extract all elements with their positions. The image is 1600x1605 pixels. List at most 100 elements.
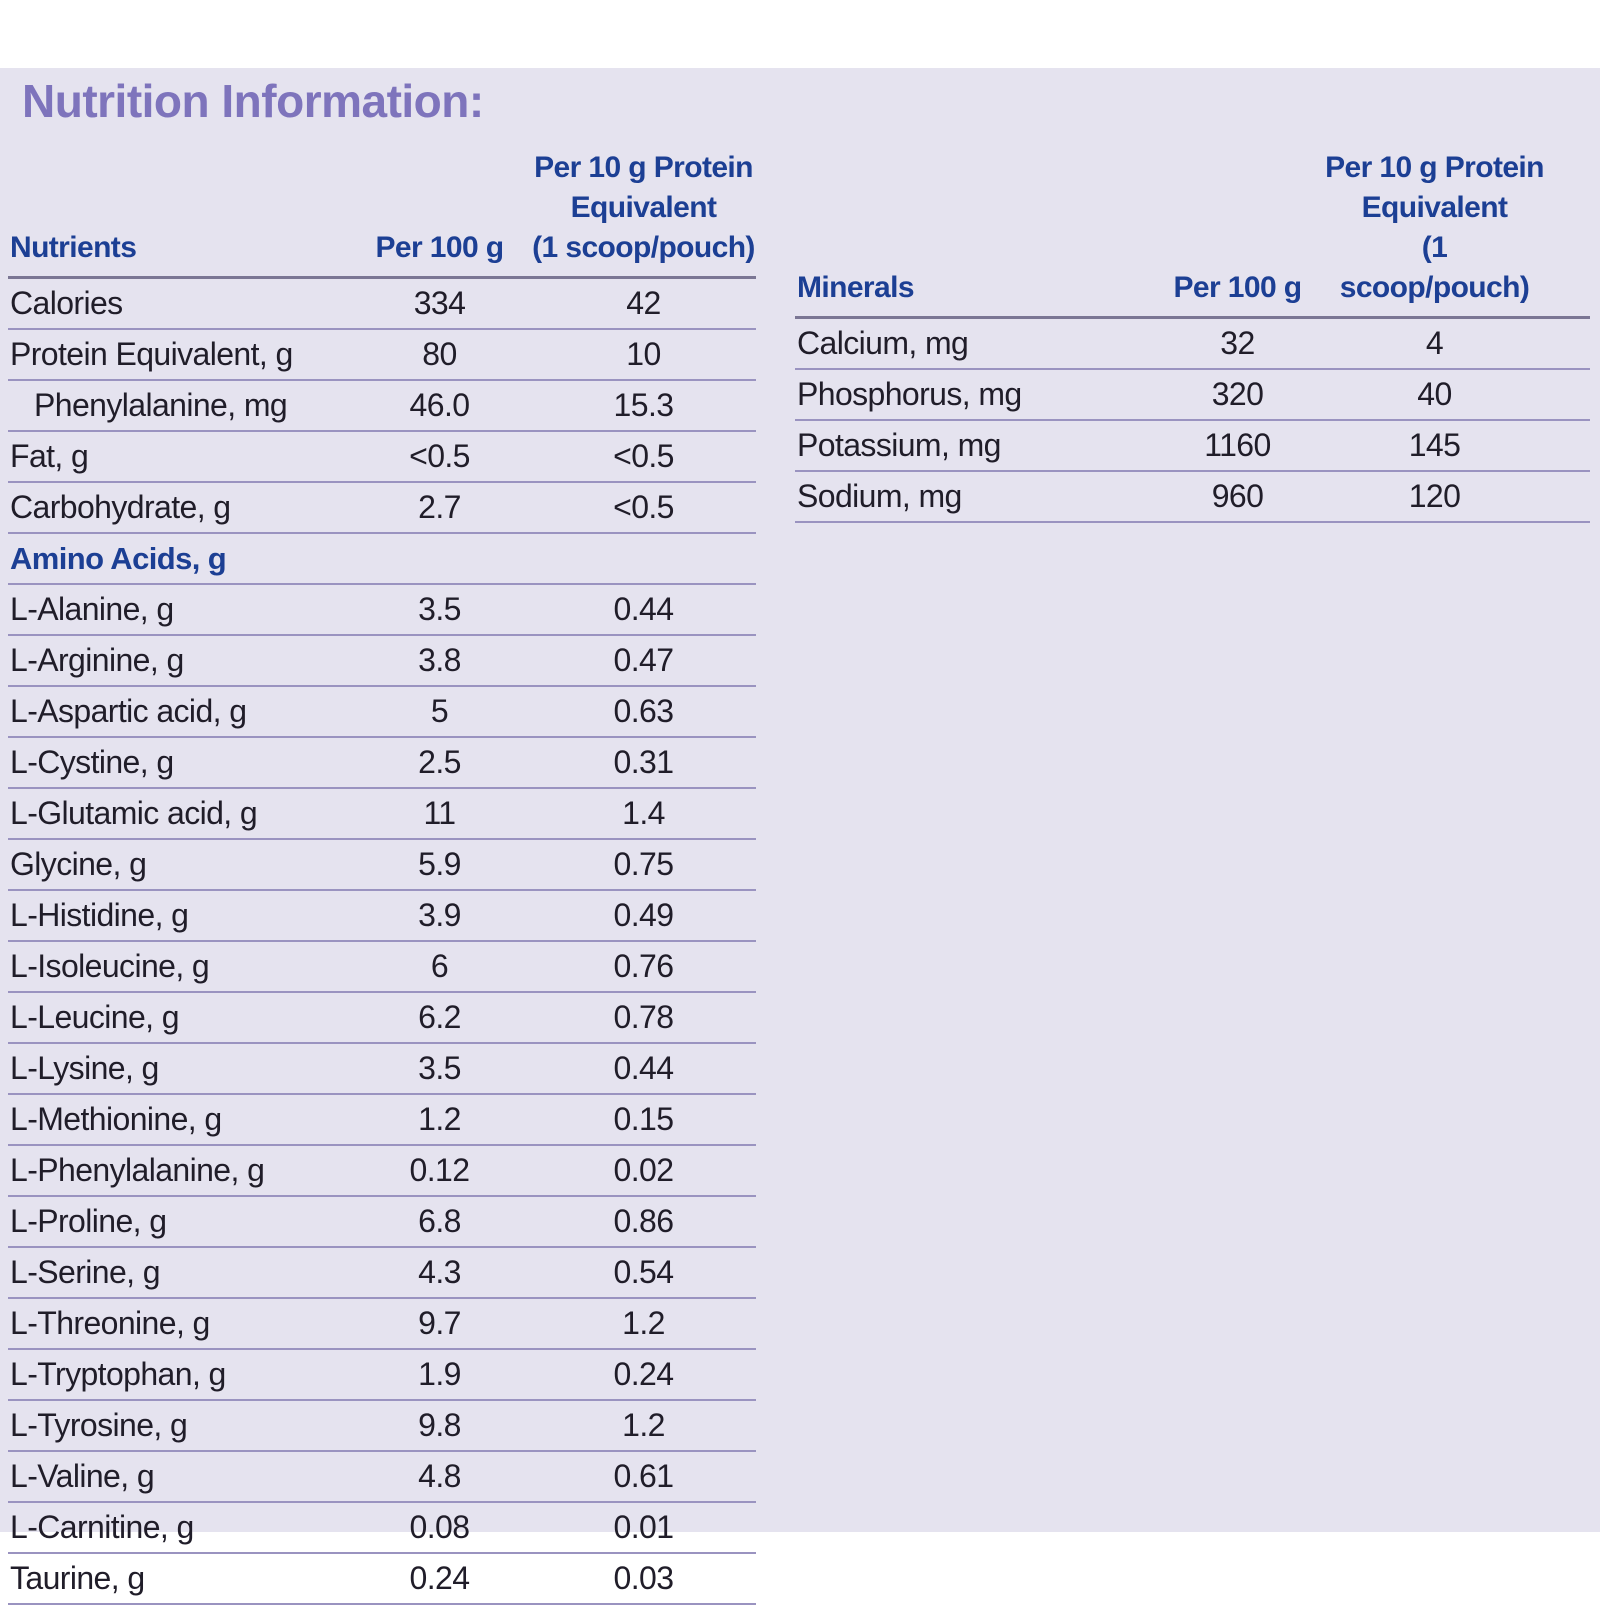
per-100g-value: 320 [1150,369,1325,421]
table-row: Phenylalanine, mg 46.0 15.3 [8,380,756,432]
page-title: Nutrition Information: [22,75,484,127]
table-row: Calcium, mg 32 4 [795,317,1590,370]
per-10g-value: 0.03 [531,1553,756,1605]
table-row: L-Valine, g 4.8 0.61 [8,1451,756,1503]
nutrient-label: L-Leucine, g [8,992,348,1044]
per-100g-value: 2.5 [348,737,531,789]
per-10g-value: 15.3 [531,380,756,432]
per-100g-value: 11 [348,788,531,840]
per-10g-value: 0.61 [531,1451,756,1503]
per-100g-value: 0.24 [348,1553,531,1605]
per-100g-value: 4.3 [348,1247,531,1299]
table-row: L-Arginine, g 3.8 0.47 [8,635,756,687]
nutrient-label: L-Methionine, g [8,1094,348,1146]
minerals-table: Minerals Per 100 g Per 10 g Protein Equi… [795,148,1590,523]
per-10g-value: 0.01 [531,1502,756,1554]
per-10g-header-line3: (1 scoop/pouch) [1339,231,1530,304]
per-100g-value: 0.08 [348,1502,531,1554]
nutrient-label: Protein Equivalent, g [8,329,348,381]
per-100g-value: 1.9 [348,1349,531,1401]
table-row: L-Aspartic acid, g 5 0.63 [8,686,756,738]
per-10g-column-header: Per 10 g Protein Equivalent (1 scoop/pou… [531,148,756,279]
nutrient-label: Amino Acids, g [8,533,348,585]
mineral-label: Potassium, mg [795,420,1150,472]
per-100g-value: 6 [348,941,531,993]
per-10g-value: 1.2 [531,1298,756,1350]
nutrient-label: Carbohydrate, g [8,482,348,534]
per-100g-value: 3.8 [348,635,531,687]
table-row: Fat, g <0.5 <0.5 [8,431,756,483]
per-100g-value: 9.8 [348,1400,531,1452]
per-10g-value: 0.44 [531,584,756,636]
per-100g-value: 0.12 [348,1145,531,1197]
per-10g-value: 40 [1325,369,1590,421]
table-row: L-Cystine, g 2.5 0.31 [8,737,756,789]
table-row: Phosphorus, mg 320 40 [795,369,1590,421]
nutrient-label: L-Threonine, g [8,1298,348,1350]
per-100g-value: 1160 [1150,420,1325,472]
nutrient-label: Fat, g [8,431,348,483]
per-10g-value: 0.86 [531,1196,756,1248]
per-10g-value: 0.78 [531,992,756,1044]
per-10g-value: 4 [1325,317,1590,370]
per-100g-value: 3.5 [348,1043,531,1095]
per-10g-value: <0.5 [531,431,756,483]
per-10g-value: 0.54 [531,1247,756,1299]
nutrient-label: L-Phenylalanine, g [8,1145,348,1197]
nutrient-label: L-Alanine, g [8,584,348,636]
per-10g-value: 0.15 [531,1094,756,1146]
per-100g-value: 334 [348,277,531,330]
per-10g-value: 0.63 [531,686,756,738]
nutrient-label: Taurine, g [8,1553,348,1605]
table-row: L-Tryptophan, g 1.9 0.24 [8,1349,756,1401]
table-row: L-Proline, g 6.8 0.86 [8,1196,756,1248]
per-10g-value: 120 [1325,471,1590,523]
per-10g-value: 0.31 [531,737,756,789]
per-10g-value: 0.47 [531,635,756,687]
per-100g-value: 5.9 [348,839,531,891]
per-100g-column-header: Per 100 g [1150,148,1325,319]
nutrient-label: L-Tryptophan, g [8,1349,348,1401]
per-10g-header-line1: Per 10 g Protein [1325,151,1544,184]
table-row: L-Lysine, g 3.5 0.44 [8,1043,756,1095]
nutrient-label: L-Tyrosine, g [8,1400,348,1452]
per-10g-value: 0.75 [531,839,756,891]
table-row: L-Isoleucine, g 6 0.76 [8,941,756,993]
nutrients-table: Nutrients Per 100 g Per 10 g Protein Equ… [8,148,756,1605]
minerals-header-row: Minerals Per 100 g Per 10 g Protein Equi… [795,148,1590,319]
table-row: L-Carnitine, g 0.08 0.01 [8,1502,756,1554]
per-100g-value: 3.9 [348,890,531,942]
minerals-column-header: Minerals [795,148,1150,319]
per-10g-value: 145 [1325,420,1590,472]
per-10g-value: <0.5 [531,482,756,534]
table-row: Carbohydrate, g 2.7 <0.5 [8,482,756,534]
nutrient-label: L-Valine, g [8,1451,348,1503]
nutrient-label: Phenylalanine, mg [8,380,348,432]
table-row: Potassium, mg 1160 145 [795,420,1590,472]
per-10g-value: 1.2 [531,1400,756,1452]
table-row: Taurine, g 0.24 0.03 [8,1553,756,1605]
nutrient-label: L-Glutamic acid, g [8,788,348,840]
nutrient-label: Calories [8,277,348,330]
per-100g-value: 9.7 [348,1298,531,1350]
nutrient-label: L-Aspartic acid, g [8,686,348,738]
table-row: Sodium, mg 960 120 [795,471,1590,523]
per-10g-header-line1: Per 10 g Protein [534,151,753,184]
table-row: Glycine, g 5.9 0.75 [8,839,756,891]
nutrient-label: L-Histidine, g [8,890,348,942]
table-row: Calories 334 42 [8,277,756,330]
table-row: L-Phenylalanine, g 0.12 0.02 [8,1145,756,1197]
per-100g-value: <0.5 [348,431,531,483]
table-row: L-Serine, g 4.3 0.54 [8,1247,756,1299]
per-10g-header-line3: (1 scoop/pouch) [532,231,755,264]
per-100g-value: 960 [1150,471,1325,523]
per-100g-value: 6.2 [348,992,531,1044]
per-100g-value: 3.5 [348,584,531,636]
per-10g-value: 0.02 [531,1145,756,1197]
per-100g-value: 1.2 [348,1094,531,1146]
table-row: Protein Equivalent, g 80 10 [8,329,756,381]
table-row: L-Histidine, g 3.9 0.49 [8,890,756,942]
per-10g-header-line2: Equivalent [1361,191,1508,224]
per-100g-value: 5 [348,686,531,738]
per-100g-value: 2.7 [348,482,531,534]
